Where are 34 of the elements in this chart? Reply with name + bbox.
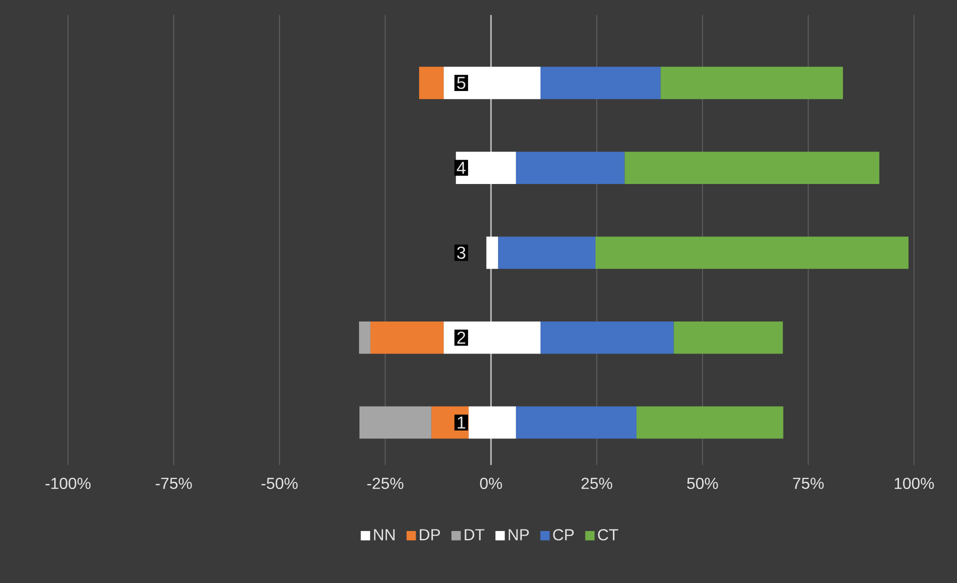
x-tick-label: 100%: [894, 478, 934, 490]
legend-label: CP: [553, 529, 574, 540]
y-tick-label: 3: [457, 246, 466, 259]
legend-label: NN: [374, 529, 395, 540]
x-tick-label: -25%: [367, 478, 404, 490]
bar: [540, 322, 674, 354]
bar: [516, 406, 637, 439]
x-tick-label: -50%: [262, 478, 298, 490]
x-tick-label: -100%: [46, 478, 91, 490]
x-tick-label: 75%: [793, 478, 824, 489]
bar: [540, 66, 661, 100]
legend-label: DT: [464, 529, 484, 540]
x-tick-label: -75%: [156, 478, 192, 489]
x-tick-label: 25%: [582, 478, 612, 490]
legend-label: DP: [420, 529, 440, 540]
y-tick-label: 2: [457, 332, 466, 344]
bar: [674, 322, 783, 354]
legend-label: CT: [598, 529, 618, 540]
bar: [498, 236, 596, 269]
bar: [636, 406, 784, 439]
bar: [624, 152, 880, 184]
bar: [370, 322, 444, 354]
bar: [419, 66, 444, 100]
bar: [595, 236, 909, 269]
x-tick-label: 50%: [687, 478, 718, 490]
legend-label: NP: [508, 529, 529, 540]
bar: [359, 322, 370, 354]
y-tick-label: 5: [457, 76, 466, 89]
bar: [660, 66, 843, 100]
bar: [359, 406, 432, 439]
bar: [516, 152, 625, 184]
y-tick-label: 1: [458, 416, 466, 429]
x-tick-label: 0%: [480, 478, 502, 490]
y-tick-label: 4: [456, 162, 466, 174]
